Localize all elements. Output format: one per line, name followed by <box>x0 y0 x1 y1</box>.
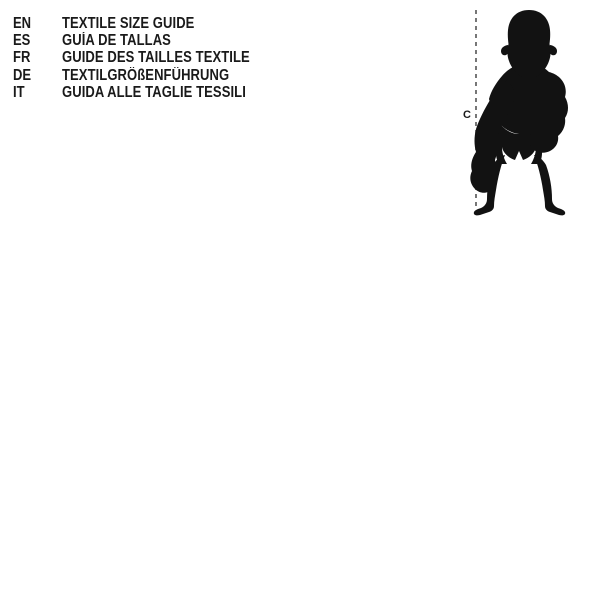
svg-text:C: C <box>463 109 471 121</box>
